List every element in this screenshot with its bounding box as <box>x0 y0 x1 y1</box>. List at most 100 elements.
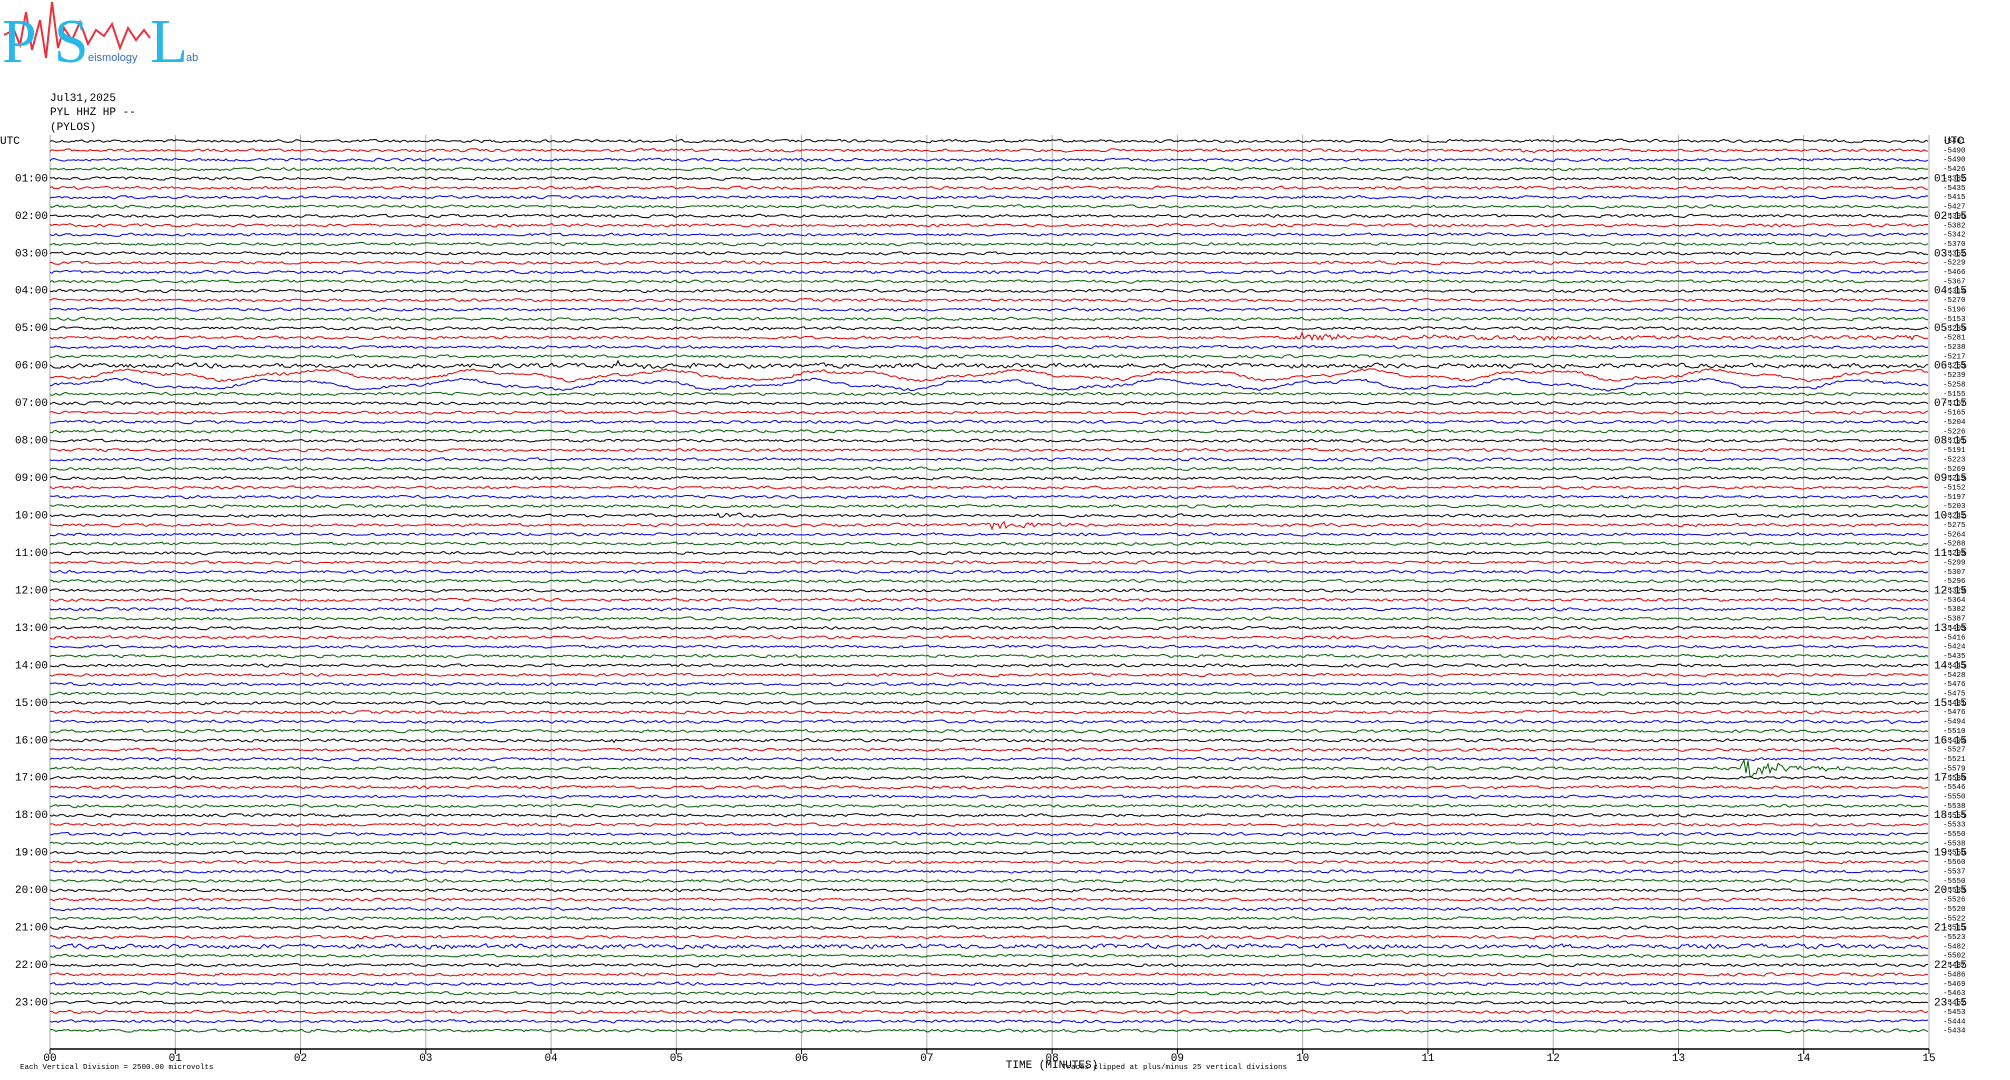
trace <box>49 391 1929 397</box>
trace-offset: -5476 <box>1943 709 1966 717</box>
hour-label: 07:00 <box>15 398 48 410</box>
trace <box>49 681 1929 687</box>
trace <box>49 953 1929 958</box>
trace <box>49 288 1929 294</box>
hour-label: 04:00 <box>15 286 48 298</box>
trace-offset: -5515 <box>1943 925 1966 933</box>
labels: 00 01 02 03 04 05 06 07 08 09 10 11 12 13 14 15-5461-54… <box>0 136 1967 1065</box>
logo-word: ab <box>186 52 198 64</box>
x-tick-label: 07 <box>920 1053 933 1065</box>
trace-offset: -5253 <box>1943 363 1966 371</box>
trace <box>49 213 1928 219</box>
trace-offset: -5538 <box>1943 840 1966 848</box>
trace <box>49 916 1929 921</box>
trace-offset: -5546 <box>1943 784 1966 792</box>
trace <box>49 269 1929 275</box>
trace <box>49 138 1929 144</box>
trace-offset: -5481 <box>1943 700 1966 708</box>
trace <box>49 869 1929 874</box>
trace-offset: -5242 <box>1943 513 1966 521</box>
trace-offset: -5475 <box>1943 691 1966 699</box>
trace-offset: -5482 <box>1943 943 1966 951</box>
trace-offset: -5523 <box>1943 934 1966 942</box>
trace-offset: -5196 <box>1943 307 1966 315</box>
trace-offset: -5191 <box>1943 447 1966 455</box>
trace-offset: -5538 <box>1943 803 1966 811</box>
trace <box>49 990 1929 996</box>
trace-offset: -5555 <box>1943 812 1966 820</box>
quarter-label: 12:15 <box>1934 585 1967 597</box>
trace-offset: -5281 <box>1943 335 1966 343</box>
trace <box>49 887 1929 893</box>
trace <box>49 775 1929 781</box>
trace <box>49 1019 1929 1024</box>
trace-offset: -5204 <box>1943 419 1966 427</box>
trace <box>49 157 1929 162</box>
footer-clip: Traces clipped at plus/minus 25 vertical… <box>1062 1064 1287 1072</box>
hour-label: 11:00 <box>15 548 48 560</box>
trace <box>49 635 1929 640</box>
quarter-label: 02:15 <box>1934 211 1967 223</box>
hour-label: 03:00 <box>15 248 48 260</box>
trace <box>49 756 1929 762</box>
trace-offset: -5537 <box>1943 868 1966 876</box>
logo-letter: P <box>2 8 36 76</box>
trace <box>49 616 1929 621</box>
trace-offset: -5487 <box>1943 962 1966 970</box>
hour-label: 14:00 <box>15 660 48 672</box>
trace-offset: -5533 <box>1943 887 1966 895</box>
trace <box>49 307 1929 312</box>
trace <box>49 279 1929 284</box>
trace <box>50 344 1929 350</box>
trace-offset: -5229 <box>1943 260 1966 268</box>
trace <box>49 204 1929 209</box>
trace <box>49 588 1929 593</box>
trace <box>49 377 1929 392</box>
trace <box>49 644 1928 649</box>
trace-offset: -5342 <box>1943 232 1966 240</box>
quarter-label: 17:15 <box>1934 773 1967 785</box>
trace <box>49 569 1929 575</box>
trace-offset: -5426 <box>1943 166 1966 174</box>
trace <box>49 410 1929 415</box>
trace <box>49 597 1929 603</box>
quarter-label: 01:15 <box>1934 173 1967 185</box>
trace-offset: -5382 <box>1943 606 1966 614</box>
minute-grid <box>49 135 1930 1054</box>
trace-offset: -5288 <box>1943 541 1966 549</box>
trace-offset: -5490 <box>1943 147 1966 155</box>
trace <box>49 148 1929 154</box>
trace <box>49 166 1928 172</box>
trace-offset: -5502 <box>1943 953 1966 961</box>
trace-offset: -5370 <box>1943 241 1966 249</box>
trace-offset: -5461 <box>1943 138 1966 146</box>
trace <box>49 354 1928 359</box>
quarter-label: 13:15 <box>1934 623 1967 635</box>
quarter-label: 11:15 <box>1934 548 1967 560</box>
trace-offset: -5352 <box>1943 250 1966 258</box>
trace <box>49 251 1929 256</box>
quarter-label: 09:15 <box>1934 473 1967 485</box>
trace-offset: -5427 <box>1943 204 1966 212</box>
trace <box>49 841 1929 846</box>
trace-offset: -5258 <box>1943 381 1966 389</box>
trace <box>49 719 1928 725</box>
quarter-label: 21:15 <box>1934 923 1967 935</box>
trace <box>49 466 1929 472</box>
trace <box>50 859 1929 865</box>
hour-label: 09:00 <box>15 473 48 485</box>
trace <box>49 1009 1929 1015</box>
trace-offset: -5191 <box>1943 438 1966 446</box>
trace-offset: -5550 <box>1943 794 1966 802</box>
trace <box>49 457 1929 462</box>
trace <box>49 784 1929 790</box>
trace-offset: -5521 <box>1943 756 1966 764</box>
hour-label: 18:00 <box>15 810 48 822</box>
trace <box>49 475 1929 481</box>
hour-label: 23:00 <box>15 997 48 1009</box>
trace <box>49 663 1929 668</box>
trace-offset: -5153 <box>1943 316 1966 324</box>
trace <box>49 541 1929 546</box>
trace <box>49 1000 1929 1005</box>
x-tick-label: 09 <box>1171 1053 1184 1065</box>
